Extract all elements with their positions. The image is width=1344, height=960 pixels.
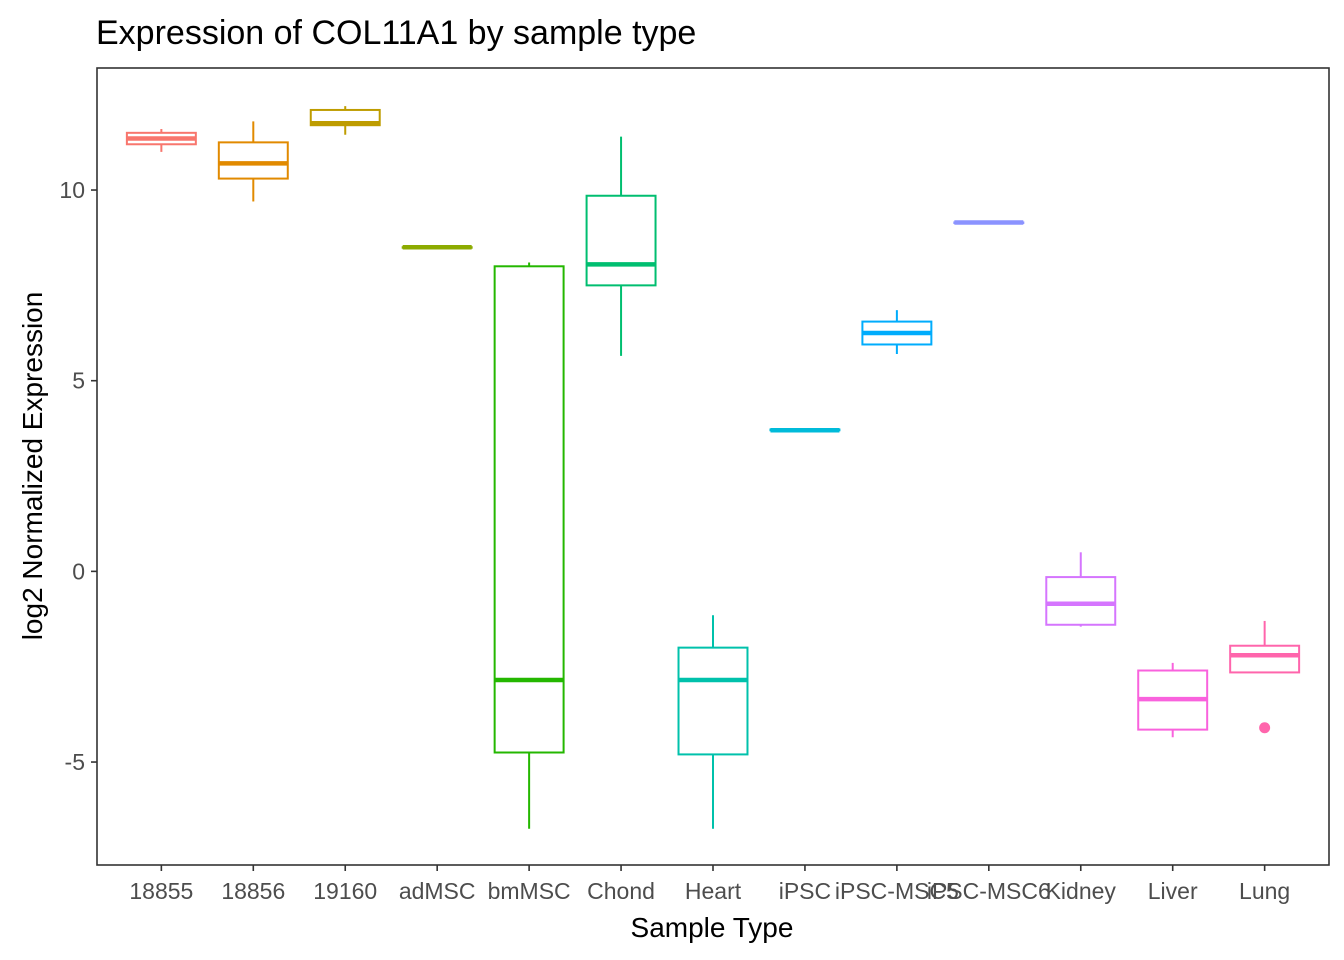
x-tick-label: Heart bbox=[685, 878, 742, 904]
outlier-point bbox=[1259, 722, 1271, 734]
x-tick-label: bmMSC bbox=[488, 878, 571, 904]
y-tick-label: -5 bbox=[65, 749, 85, 775]
box-18856 bbox=[217, 121, 289, 202]
x-tick-label: adMSC bbox=[399, 878, 476, 904]
x-tick-label: Chond bbox=[587, 878, 655, 904]
x-tick-label: iPSC bbox=[779, 878, 831, 904]
box-iqr bbox=[1229, 644, 1301, 674]
x-tick-label: iPSC-MSC6 bbox=[927, 878, 1051, 904]
box-Lung bbox=[1229, 620, 1301, 734]
box-18855 bbox=[125, 129, 197, 152]
box-Liver bbox=[1137, 662, 1209, 738]
x-tick-label: 19160 bbox=[313, 878, 377, 904]
box-iqr bbox=[493, 265, 565, 754]
y-tick-label: 5 bbox=[72, 368, 85, 394]
y-axis-title: log2 Normalized Expression bbox=[17, 292, 48, 641]
x-tick-label: Liver bbox=[1148, 878, 1198, 904]
box-Kidney bbox=[1045, 552, 1117, 627]
box-iPSC bbox=[769, 428, 841, 433]
x-tick-label: Kidney bbox=[1046, 878, 1117, 904]
box-Chond bbox=[585, 136, 657, 356]
x-axis-title: Sample Type bbox=[631, 912, 794, 943]
y-tick-label: 10 bbox=[59, 177, 85, 203]
x-tick-label: 18856 bbox=[221, 878, 285, 904]
box-iqr bbox=[217, 141, 289, 180]
x-axis: 18855 18856 19160 adMSC bmMSC Chond Heart iPSC i… bbox=[129, 865, 1290, 904]
box-19160 bbox=[309, 106, 381, 135]
box-bmMSC bbox=[493, 262, 565, 829]
box-iPSC-MSC5 bbox=[861, 310, 933, 355]
chart-title: Expression of COL11A1 by sample type bbox=[96, 14, 696, 52]
plot-marks bbox=[125, 106, 1301, 829]
x-tick-label: 18855 bbox=[129, 878, 193, 904]
box-Heart bbox=[677, 615, 749, 829]
box-adMSC bbox=[401, 244, 473, 250]
x-tick-label: iPSC-MSC5 bbox=[835, 878, 959, 904]
x-tick-label: Lung bbox=[1239, 878, 1290, 904]
box-iqr bbox=[1045, 576, 1117, 626]
box-iPSC-MSC6 bbox=[953, 220, 1025, 225]
box-iqr bbox=[677, 646, 749, 756]
box-iqr bbox=[585, 194, 657, 287]
y-axis: -5 0 5 10 bbox=[59, 177, 97, 775]
y-tick-label: 0 bbox=[72, 558, 85, 584]
